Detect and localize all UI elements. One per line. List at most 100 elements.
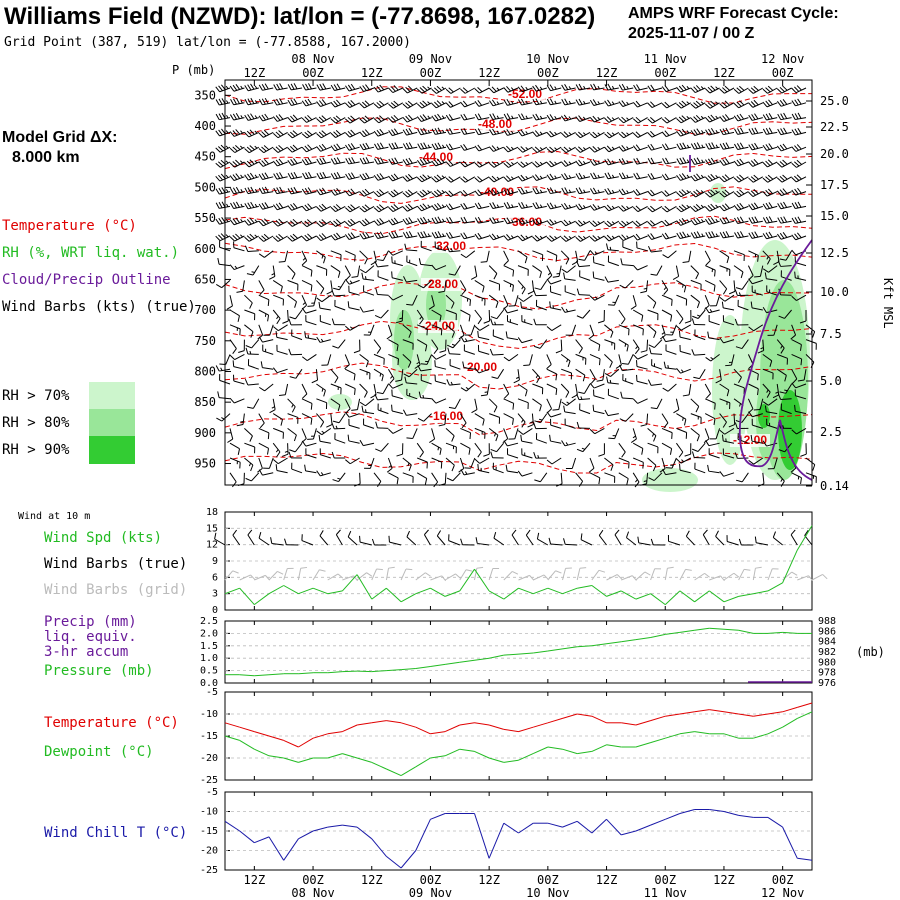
height-tick-label: 17.5 (820, 178, 849, 192)
upper-wind-barb-feather (462, 160, 468, 166)
upper-wind-barb (661, 427, 673, 434)
upper-wind-barb (708, 470, 720, 474)
surface-wind-barb-feather (754, 536, 757, 543)
upper-wind-barb-feather (510, 190, 514, 194)
upper-wind-barb-feather (632, 118, 639, 124)
upper-wind-barb-feather (226, 305, 233, 310)
upper-wind-barb-feather (491, 376, 498, 379)
upper-wind-barb (348, 424, 360, 429)
dewpoint-segment (356, 757, 372, 763)
upper-wind-barb-feather (402, 103, 408, 109)
upper-wind-barb (777, 353, 788, 359)
upper-wind-barb (357, 265, 361, 277)
upper-wind-barb (762, 472, 765, 484)
upper-wind-barb-feather (506, 202, 511, 209)
upper-wind-barb-feather (293, 171, 298, 178)
upper-wind-barb-feather (592, 115, 598, 122)
upper-wind-barb-feather (582, 205, 586, 209)
y-tick-label: -20 (200, 753, 218, 764)
upper-wind-barb (284, 250, 289, 262)
wind-chill-segment (254, 836, 270, 844)
upper-wind-barb-feather (618, 172, 623, 180)
upper-wind-barb-feather (604, 84, 609, 91)
upper-wind-barb-feather (791, 113, 796, 120)
upper-wind-barb-feather (362, 190, 368, 196)
upper-wind-barb-feather (305, 83, 309, 90)
upper-wind-barb-feather (287, 236, 293, 242)
top-date-label: 12 Nov (761, 52, 804, 66)
upper-wind-barb-feather (330, 145, 336, 152)
upper-wind-barb (305, 470, 317, 474)
upper-wind-barb-feather (794, 175, 800, 181)
upper-wind-barb-feather (347, 233, 353, 239)
upper-wind-barb (523, 294, 533, 302)
upper-wind-barb (478, 102, 490, 107)
upper-wind-barb-feather (722, 231, 727, 238)
upper-wind-barb-feather (229, 397, 235, 404)
upper-wind-barb-feather (604, 276, 609, 283)
upper-wind-barb-feather (604, 159, 609, 166)
rh90-swatch (89, 436, 135, 464)
upper-wind-barb (622, 368, 634, 372)
upper-wind-barb-feather (604, 236, 610, 242)
upper-wind-barb-feather (549, 98, 554, 105)
y-tick-label: 1.5 (200, 641, 218, 652)
upper-wind-barb (661, 324, 666, 336)
upper-wind-barb-feather (489, 100, 494, 107)
upper-wind-barb-feather (710, 217, 716, 223)
upper-wind-barb-feather (762, 217, 767, 224)
surface-wind-barb-grid (650, 568, 656, 581)
upper-wind-barb-feather (431, 103, 437, 109)
upper-wind-barb (521, 440, 533, 444)
upper-wind-barb-feather (684, 453, 691, 457)
upper-wind-barb-feather (307, 219, 313, 225)
upper-wind-barb (463, 220, 475, 224)
surface-wind-barb-grid-feather (744, 568, 751, 571)
temperature-segment (224, 722, 240, 728)
upper-wind-barb-feather (330, 118, 336, 124)
upper-wind-barb-feather (578, 159, 583, 166)
upper-wind-barb-feather (350, 83, 356, 90)
bottom-hour-label: 12Z (596, 873, 618, 887)
upper-wind-barb-feather (736, 159, 742, 166)
upper-wind-barb-feather (402, 232, 407, 239)
upper-wind-barb-feather (393, 204, 399, 210)
upper-wind-barb (780, 265, 792, 267)
bottom-hour-label: 12Z (244, 873, 266, 887)
surface-wind-barb (335, 534, 343, 546)
upper-wind-barb-feather (563, 202, 569, 209)
pressure-segment (459, 659, 475, 663)
upper-wind-barb (464, 191, 476, 197)
upper-wind-barb (392, 395, 403, 400)
isotherm-label: -12.00 (733, 433, 767, 447)
upper-wind-barb-feather (589, 99, 595, 106)
upper-wind-barb (651, 235, 663, 240)
wind-chill-segment (430, 813, 446, 820)
upper-wind-barb (301, 279, 313, 286)
upper-wind-barb-feather (686, 101, 690, 105)
upper-wind-barb-feather (460, 162, 466, 168)
upper-wind-barb (748, 368, 759, 375)
upper-wind-barb-feather (682, 231, 687, 238)
surface-wind-barb-grid-feather (441, 575, 447, 582)
upper-wind-barb-feather (402, 159, 407, 166)
temperature-segment (547, 717, 563, 724)
upper-wind-barb (665, 235, 677, 240)
upper-wind-barb (474, 309, 482, 319)
upper-wind-barb-feather (218, 98, 223, 105)
upper-wind-barb-feather (247, 98, 252, 105)
upper-wind-barb-feather (739, 142, 744, 149)
upper-wind-barb (229, 428, 234, 440)
upper-wind-barb-feather (272, 116, 278, 122)
upper-wind-barb-feather (748, 177, 754, 183)
upper-wind-barb-feather (686, 130, 690, 134)
upper-wind-barb-feather (333, 287, 340, 291)
upper-wind-barb-feather (597, 174, 600, 178)
upper-wind-barb-feather (318, 100, 324, 106)
upper-wind-barb-feather (441, 115, 445, 119)
upper-wind-barb (406, 279, 418, 283)
upper-wind-barb-feather (278, 261, 286, 263)
upper-wind-barb-feather (797, 216, 802, 223)
upper-wind-barb-feather (447, 344, 454, 349)
upper-wind-barb-feather (546, 174, 552, 181)
